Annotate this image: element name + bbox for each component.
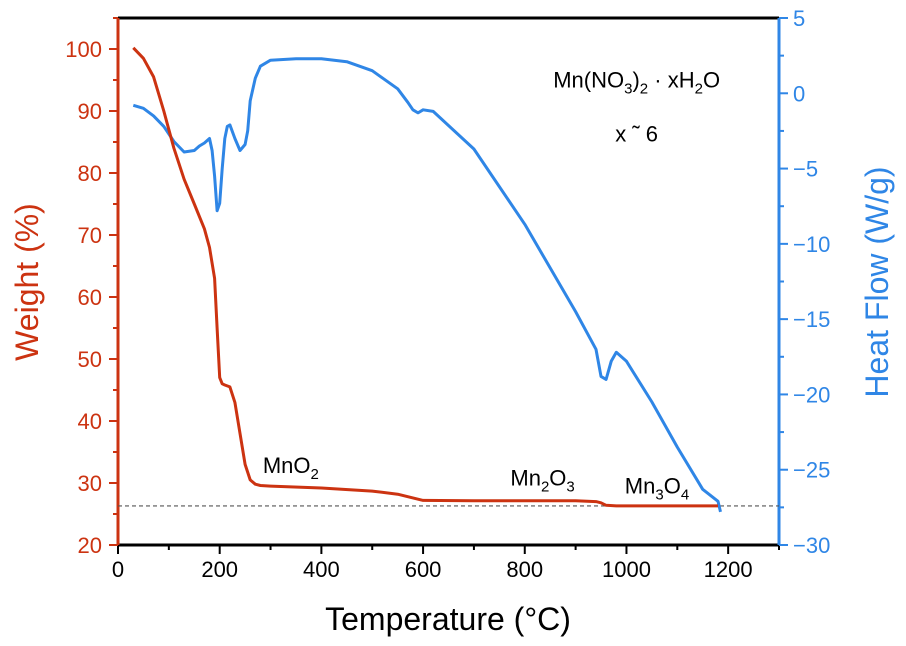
left-tick-label: 50 (78, 347, 102, 372)
x-tick-label: 1000 (602, 557, 651, 582)
right-tick-label: −30 (793, 533, 830, 558)
left-tick-label: 40 (78, 409, 102, 434)
right-y-axis-label: Heat Flow (W/g) (859, 166, 895, 397)
left-y-axis-label: Weight (%) (9, 203, 45, 361)
x-tick-label: 200 (201, 557, 238, 582)
sample-x-value-label: x ˜ 6 (615, 121, 658, 146)
tick-labels: 0 200 400 600 800 1000 12002030405060708090100… (65, 6, 830, 582)
right-tick-label: −20 (793, 382, 830, 407)
left-tick-label: 70 (78, 223, 102, 248)
left-tick-label: 60 (78, 285, 102, 310)
sample-formula-label: Mn(NO3)2 · xH2O (553, 67, 720, 97)
right-tick-label: 5 (793, 6, 805, 31)
left-tick-label: 80 (78, 161, 102, 186)
x-tick-label: 800 (506, 557, 543, 582)
left-tick-label: 20 (78, 533, 102, 558)
left-tick-label: 90 (78, 99, 102, 124)
left-tick-label: 30 (78, 471, 102, 496)
tick-marks (109, 17, 788, 554)
right-tick-label: −15 (793, 307, 830, 332)
x-axis-label: Temperature (°C) (325, 601, 571, 637)
heat-flow-line (132, 57, 722, 513)
annotation-mn3o4: Mn3O4 (625, 474, 689, 504)
weight-line (132, 46, 718, 508)
x-tick-label: 400 (303, 557, 340, 582)
annotation-mno2: MnO2 (263, 453, 319, 483)
right-tick-label: −5 (793, 157, 818, 182)
right-tick-label: 0 (793, 81, 805, 106)
x-tick-label: 600 (405, 557, 442, 582)
annotation-mn2o3: Mn2O3 (510, 465, 574, 495)
x-tick-label: 1200 (704, 557, 753, 582)
x-tick-label: 0 (112, 557, 124, 582)
right-tick-label: −10 (793, 232, 830, 257)
left-tick-label: 100 (65, 37, 102, 62)
right-tick-label: −25 (793, 458, 830, 483)
